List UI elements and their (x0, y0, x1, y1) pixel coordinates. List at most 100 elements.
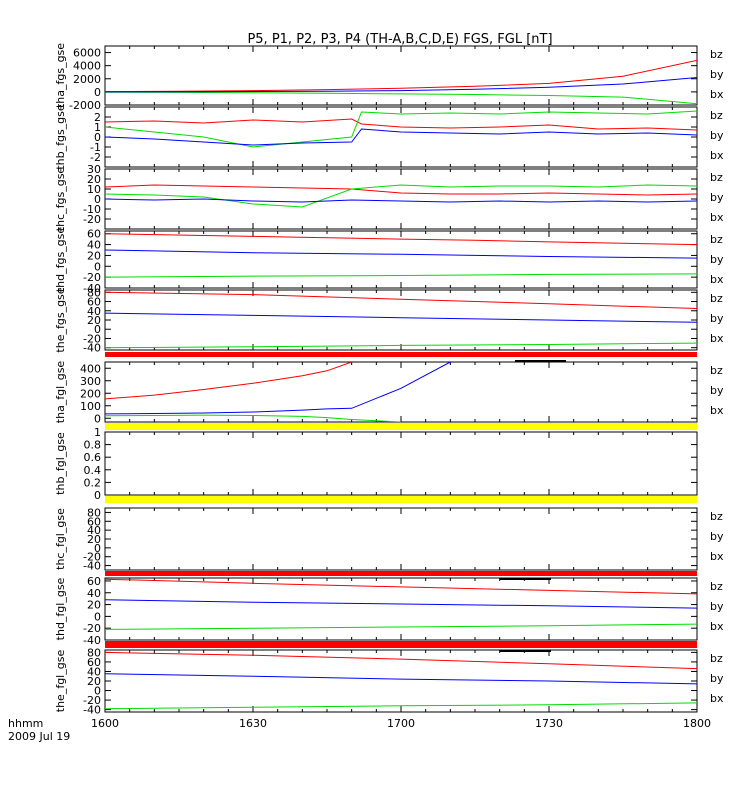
status-bar (105, 352, 697, 357)
series-line-by (105, 623, 697, 630)
y-tick-label: 60 (87, 296, 101, 309)
legend-bx: bx (710, 273, 724, 286)
legend-bz: bz (710, 292, 723, 305)
y-tick-label: 6000 (73, 47, 101, 60)
y-axis-label: the_fgl_gse (54, 650, 67, 713)
legend-by: by (710, 253, 724, 266)
y-tick-label: 100 (80, 400, 101, 413)
series-line-bz (105, 118, 697, 131)
y-tick-label: -2 (90, 151, 101, 164)
legend-bz: bz (710, 510, 723, 523)
y-tick-label: 60 (87, 656, 101, 669)
y-tick-label: 400 (80, 362, 101, 375)
legend-bx: bx (710, 149, 724, 162)
y-tick-label: 0 (94, 412, 101, 425)
legend-bz: bz (710, 109, 723, 122)
panel-frame (104, 106, 698, 168)
panel-thb_fgl_gse: 00.20.40.60.81 thb_fgl_gse (54, 426, 698, 502)
y-axis-label: tha_fgs_gse (54, 43, 67, 108)
legend-bz: bz (710, 48, 723, 61)
legend-bz: bz (710, 580, 723, 593)
y-tick-label: -40 (83, 634, 101, 647)
series-line-bz (105, 362, 352, 400)
y-tick-label: 80 (87, 646, 101, 659)
y-axis-label: thd_fgl_gse (54, 577, 67, 640)
y-tick-label: -2000 (69, 99, 101, 112)
x-tick-label: 1730 (535, 717, 563, 730)
y-tick-label: -20 (83, 622, 101, 635)
y-tick-label: 20 (87, 675, 101, 688)
y-tick-label: 0 (94, 260, 101, 273)
series-line-bz (105, 59, 697, 93)
x-axis-date-label: 2009 Jul 19 (8, 730, 70, 743)
y-tick-label: 300 (80, 375, 101, 388)
y-tick-label: -1 (90, 141, 101, 154)
y-axis-label: the_fgs_gse (54, 287, 67, 352)
y-tick-label: 20 (87, 533, 101, 546)
legend-bz: bz (710, 233, 723, 246)
y-tick-label: 60 (87, 228, 101, 241)
series-line-by (105, 702, 697, 710)
series-line-bz (105, 184, 697, 196)
legend-bx: bx (710, 692, 724, 705)
y-tick-label: 20 (87, 173, 101, 186)
y-tick-label: -20 (83, 213, 101, 226)
y-tick-label: 40 (87, 524, 101, 537)
y-tick-label: 10 (87, 183, 101, 196)
y-axis-label: thd_fgs_gse (54, 227, 67, 293)
y-axis-label: thb_fgs_gse (54, 104, 67, 170)
legend-by: by (710, 530, 724, 543)
legend-bx: bx (710, 404, 724, 417)
y-tick-label: 40 (87, 305, 101, 318)
status-bar-segment (515, 360, 566, 362)
legend-by: by (710, 672, 724, 685)
legend-by: by (710, 129, 724, 142)
series-line-by (105, 184, 697, 208)
y-tick-label: 0.6 (84, 451, 102, 464)
x-axis-units-label: hhmm (8, 717, 43, 730)
panel-frame (104, 507, 698, 571)
legend-by: by (710, 384, 724, 397)
legend-by: by (710, 191, 724, 204)
legend-bz: bz (710, 364, 723, 377)
y-tick-label: 2000 (73, 73, 101, 86)
status-bars-group (105, 352, 697, 652)
y-tick-label: -20 (83, 271, 101, 284)
y-tick-label: -10 (83, 203, 101, 216)
y-tick-label: -20 (83, 551, 101, 564)
series-line-bx (105, 128, 697, 146)
y-tick-label: -40 (83, 560, 101, 573)
status-bar-segment (500, 650, 551, 652)
series-line-bx (105, 599, 697, 609)
y-tick-label: 0 (94, 193, 101, 206)
y-tick-label: 40 (87, 665, 101, 678)
legend-by: by (710, 312, 724, 325)
y-tick-label: 1 (94, 121, 101, 134)
y-tick-label: 80 (87, 506, 101, 519)
y-tick-label: -40 (83, 282, 101, 295)
y-axis-label: thb_fgl_gse (54, 432, 67, 495)
y-tick-label: 0.2 (84, 476, 102, 489)
series-line-by (105, 273, 697, 278)
series-line-by (105, 342, 697, 349)
y-axis-label: tha_fgl_gse (54, 361, 67, 424)
status-bar (105, 423, 697, 430)
y-tick-label: -40 (83, 342, 101, 355)
status-bar-segment (500, 578, 551, 580)
series-line-bz (105, 291, 697, 309)
y-tick-label: 20 (87, 249, 101, 262)
y-tick-label: 0.8 (84, 439, 102, 452)
y-tick-label: 200 (80, 387, 101, 400)
y-tick-label: -20 (83, 332, 101, 345)
legend-bx: bx (710, 550, 724, 563)
status-bar (105, 571, 697, 576)
series-line-by (105, 414, 402, 422)
